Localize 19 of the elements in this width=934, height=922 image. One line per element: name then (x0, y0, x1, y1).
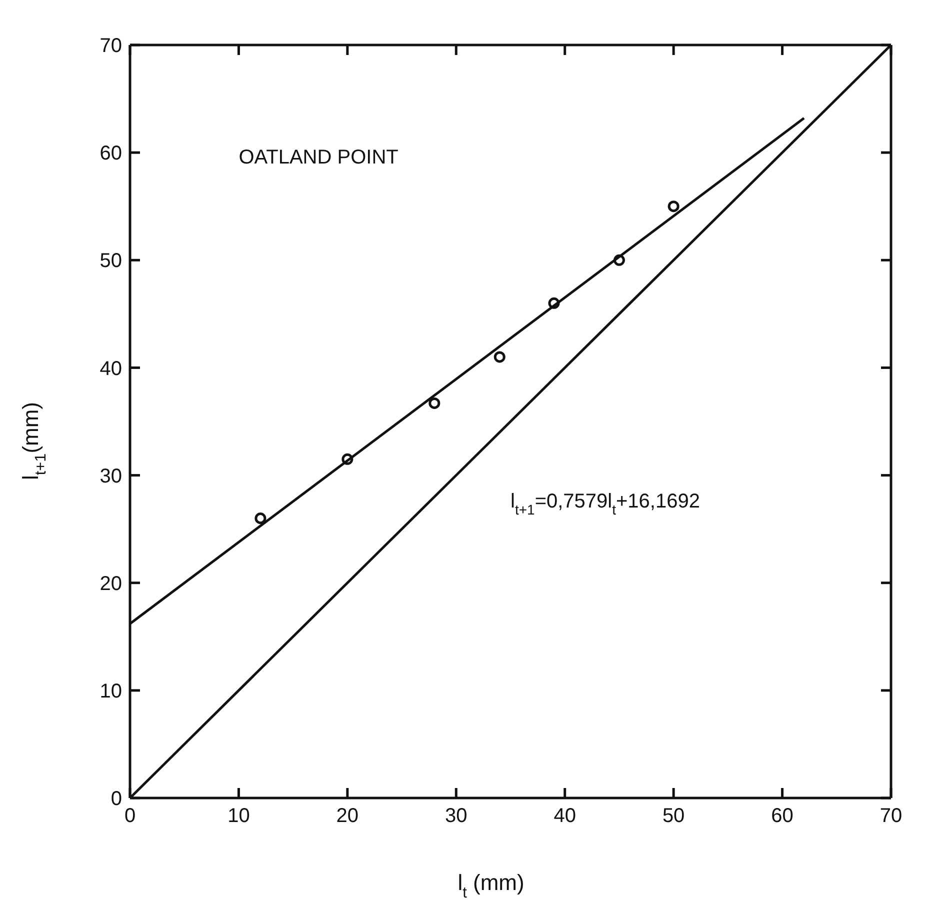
x-tick-label: 20 (336, 805, 359, 828)
y-tick-label: 20 (100, 572, 122, 595)
y-tick-label: 50 (100, 250, 122, 272)
y-tick-label: 70 (100, 35, 122, 58)
x-tick-label: 40 (554, 805, 576, 828)
annotation: l$_{t+1}$=0,7579l$_{t}$+16,1692 (510, 490, 700, 518)
x-tick-label: 70 (880, 805, 902, 828)
x-tick-label: 60 (771, 805, 794, 828)
annotation: OATLAND POINT (238, 146, 398, 168)
x-tick-label: 0 (124, 805, 136, 828)
y-tick-label: 10 (100, 680, 122, 703)
x-tick-label: 30 (445, 805, 468, 828)
y-tick-label: 0 (110, 788, 122, 810)
x-axis-title: l$_{t}$ (mm) (458, 870, 524, 902)
y-tick-label: 60 (100, 142, 122, 165)
y-tick-label: 30 (100, 465, 122, 488)
y-tick-label: 40 (100, 358, 122, 380)
x-tick-label: 50 (662, 805, 685, 828)
x-tick-label: 10 (228, 805, 250, 828)
